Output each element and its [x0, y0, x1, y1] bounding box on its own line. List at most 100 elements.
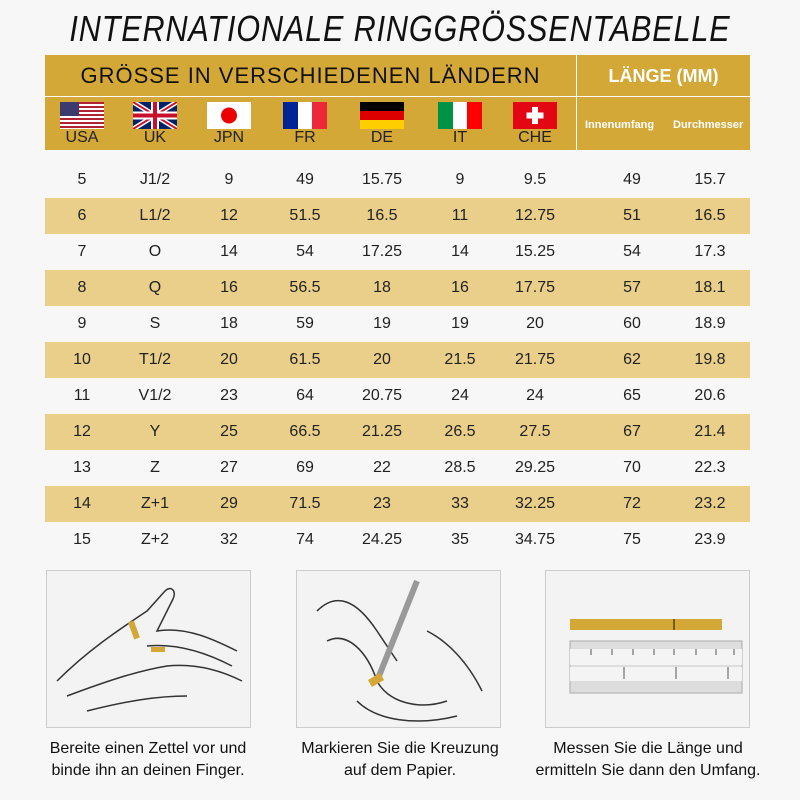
caption-line: Bereite einen Zettel vor und: [49, 740, 247, 757]
uk-flag-icon: [131, 99, 179, 132]
country-code: DE: [370, 129, 394, 146]
table-cell: 24.25: [361, 531, 403, 548]
table-cell: Y: [149, 423, 161, 440]
table-cell: 66.5: [289, 423, 321, 440]
table-cell: 33: [451, 495, 469, 512]
table-cell: 14: [451, 243, 469, 260]
table-cell: 15.75: [361, 171, 403, 188]
table-cell: 21.5: [444, 351, 476, 368]
japan-flag-icon: [207, 102, 251, 129]
table-cell: O: [148, 243, 162, 260]
table-cell: 13: [73, 459, 91, 476]
table-cell: 49: [296, 171, 314, 188]
table-cell: 18.9: [694, 315, 726, 332]
table-cell: 56.5: [289, 279, 321, 296]
table-cell: 20.75: [361, 387, 403, 404]
table-cell: 20: [220, 351, 238, 368]
table-cell: 24: [526, 387, 544, 404]
table-row: 8 Q 16 56.5 18 16 17.75 57 18.1: [45, 270, 750, 306]
table-cell: 75: [623, 531, 641, 548]
table-cell: 15.7: [694, 171, 726, 188]
table-cell: Z+2: [140, 531, 169, 548]
table-cell: 74: [296, 531, 314, 548]
table-cell: 12: [73, 423, 91, 440]
table-cell: 21.4: [694, 423, 726, 440]
table-cell: 17.25: [361, 243, 403, 260]
table-cell: 17.3: [694, 243, 726, 260]
table-cell: 65: [623, 387, 641, 404]
table-row: 9 S 18 59 19 19 20 60 18.9: [45, 306, 750, 342]
table-cell: 19: [373, 315, 391, 332]
table-cell: 22: [373, 459, 391, 476]
table-cell: 54: [623, 243, 641, 260]
table-cell: S: [149, 315, 161, 332]
table-cell: 8: [77, 279, 87, 296]
table-cell: 18: [220, 315, 238, 332]
table-row: 10 T1/2 20 61.5 20 21.5 21.75 62 19.8: [45, 342, 750, 378]
table-cell: Z: [150, 459, 160, 476]
table-cell: 21.25: [361, 423, 403, 440]
table-cell: 18.1: [694, 279, 726, 296]
table-cell: 61.5: [289, 351, 321, 368]
table-cell: 16.5: [694, 207, 726, 224]
table-row: 13 Z 27 69 22 28.5 29.25 70 22.3: [45, 450, 750, 486]
table-cell: 12.75: [514, 207, 556, 224]
table-row: 14 Z+1 29 71.5 23 33 32.25 72 23.2: [45, 486, 750, 522]
table-cell: 6: [77, 207, 87, 224]
diameter-header: Durchmesser: [673, 119, 744, 131]
table-cell: 9: [224, 171, 234, 188]
table-cell: 23.2: [694, 495, 726, 512]
table-cell: 9: [77, 315, 87, 332]
mark-paper-illustration: [296, 570, 501, 728]
table-cell: 10: [73, 351, 91, 368]
caption-line: Messen Sie die Länge und: [553, 740, 743, 757]
table-cell: 5: [77, 171, 87, 188]
table-cell: 64: [296, 387, 314, 404]
table-cell: 23: [220, 387, 238, 404]
table-cell: Q: [148, 279, 162, 296]
table-row: 7 O 14 54 17.25 14 15.25 54 17.3: [45, 234, 750, 270]
table-cell: 54: [296, 243, 314, 260]
table-cell: 22.3: [694, 459, 726, 476]
table-cell: 70: [623, 459, 641, 476]
table-cell: 19.8: [694, 351, 726, 368]
table-cell: 32.25: [514, 495, 556, 512]
france-flag-icon: [283, 102, 327, 129]
table-row: 15 Z+2 32 74 24.25 35 34.75 75 23.9: [45, 522, 750, 558]
table-cell: 29: [220, 495, 238, 512]
country-code: FR: [294, 129, 316, 146]
country-flags-row: USA UK JPN FR DE IT CHE: [45, 97, 577, 150]
table-cell: 21.75: [514, 351, 556, 368]
measure-ruler-illustration: [545, 570, 750, 728]
table-cell: 9.5: [523, 171, 547, 188]
table-cell: 20.6: [694, 387, 726, 404]
germany-flag-icon: [360, 102, 404, 129]
step-1-caption: Bereite einen Zettel vor und binde ihn an…: [18, 738, 278, 782]
countries-header: GRÖSSE IN VERSCHIEDENEN LÄNDERN: [45, 55, 577, 97]
table-cell: 16.5: [366, 207, 398, 224]
table-cell: 67: [623, 423, 641, 440]
table-cell: 26.5: [444, 423, 476, 440]
table-cell: 15: [73, 531, 91, 548]
table-cell: 29.25: [514, 459, 556, 476]
table-cell: 59: [296, 315, 314, 332]
table-cell: 51: [623, 207, 641, 224]
table-cell: T1/2: [138, 351, 171, 368]
country-code: IT: [452, 129, 468, 146]
table-cell: 35: [451, 531, 469, 548]
table-cell: 23.9: [694, 531, 726, 548]
table-cell: 71.5: [289, 495, 321, 512]
table-cell: 25: [220, 423, 238, 440]
table-cell: 15.25: [514, 243, 556, 260]
caption-line: Markieren Sie die Kreuzung: [301, 740, 499, 757]
table-row: 6 L1/2 12 51.5 16.5 11 12.75 51 16.5: [45, 198, 750, 234]
table-cell: 11: [73, 387, 91, 404]
step-2-caption: Markieren Sie die Kreuzung auf dem Papier…: [270, 738, 530, 782]
step-3-caption: Messen Sie die Länge und ermitteln Sie da…: [518, 738, 778, 782]
table-cell: 24: [451, 387, 469, 404]
table-cell: 20: [373, 351, 391, 368]
table-cell: 17.75: [514, 279, 556, 296]
country-code: CHE: [518, 129, 552, 146]
table-cell: 9: [455, 171, 465, 188]
table-cell: 62: [623, 351, 641, 368]
